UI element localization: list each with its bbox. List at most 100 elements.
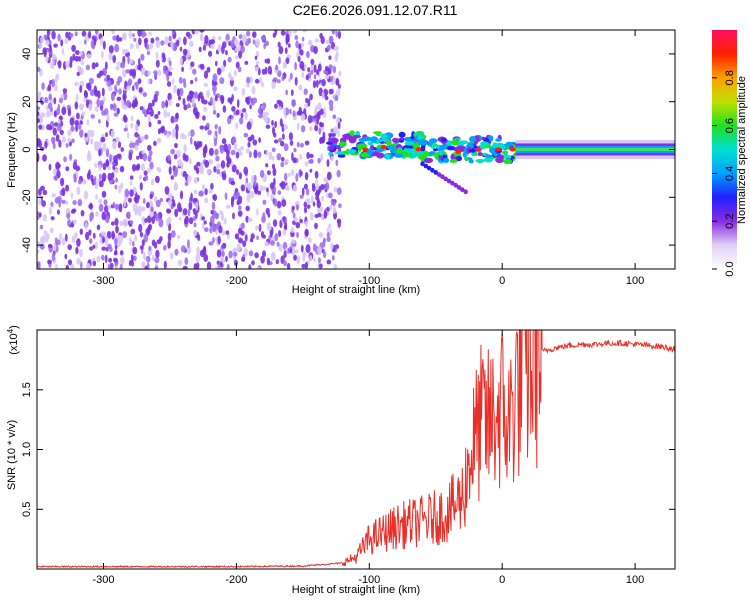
noise-blob (54, 263, 58, 269)
noise-blob (82, 178, 87, 185)
noise-blob (260, 255, 265, 264)
noise-blob (116, 34, 120, 43)
noise-blob (95, 62, 99, 68)
noise-blob (292, 116, 297, 121)
noise-blob (129, 58, 134, 64)
noise-blob (204, 35, 209, 44)
noise-blob (49, 227, 54, 234)
noise-blob (313, 46, 318, 54)
noise-blob (131, 164, 137, 172)
noise-blob (190, 192, 193, 202)
noise-blob (214, 95, 218, 102)
noise-blob (120, 61, 126, 69)
noise-blob (67, 129, 72, 136)
noise-blob (193, 263, 198, 269)
noise-blob (299, 219, 303, 224)
noise-blob (154, 114, 159, 119)
noise-blob (206, 90, 211, 98)
noise-blob (323, 210, 328, 219)
noise-blob (61, 47, 65, 56)
noise-blob (266, 187, 269, 193)
noise-blob (182, 265, 188, 269)
noise-blob (295, 40, 299, 49)
noise-blob (74, 50, 80, 55)
noise-blob (114, 238, 118, 246)
noise-blob (73, 176, 77, 183)
noise-blob (184, 181, 189, 187)
signal-blob (456, 145, 467, 151)
noise-blob (71, 235, 76, 243)
noise-blob (166, 111, 171, 118)
noise-blob (85, 222, 88, 231)
noise-blob (144, 175, 149, 181)
noise-blob (235, 151, 240, 159)
noise-blob (170, 175, 174, 180)
noise-blob (112, 103, 117, 112)
noise-blob (277, 41, 281, 48)
noise-blob (165, 99, 169, 108)
noise-blob (222, 105, 227, 113)
noise-blob (195, 111, 200, 120)
noise-blob (167, 216, 172, 224)
noise-blob (283, 143, 289, 152)
noise-blob (57, 118, 61, 125)
noise-blob (293, 254, 297, 261)
noise-blob (86, 129, 92, 138)
noise-blob (233, 142, 238, 151)
noise-blob (330, 155, 334, 161)
noise-blob (148, 223, 153, 231)
noise-blob (171, 78, 175, 85)
noise-blob (114, 44, 120, 53)
noise-blob (310, 58, 315, 65)
noise-blob (168, 71, 173, 76)
signal-blob (423, 157, 434, 164)
noise-blob (318, 232, 324, 238)
noise-blob (105, 215, 110, 223)
noise-blob (98, 198, 103, 204)
noise-blob (331, 254, 335, 261)
noise-blob (290, 89, 294, 97)
noise-blob (131, 103, 135, 108)
noise-blob (84, 132, 88, 138)
noise-blob (233, 70, 237, 77)
noise-blob (83, 91, 89, 99)
noise-blob (110, 129, 115, 139)
x-tick-label: 0 (499, 275, 505, 287)
noise-blob (37, 66, 41, 72)
noise-blob (202, 99, 208, 105)
noise-blob (54, 83, 58, 92)
noise-blob (235, 191, 240, 197)
noise-blob (318, 127, 322, 135)
noise-blob (266, 58, 271, 65)
noise-blob (305, 188, 310, 196)
signal-blob (357, 146, 362, 152)
noise-blob (129, 189, 134, 197)
noise-blob (337, 220, 341, 228)
noise-blob (44, 34, 48, 40)
noise-blob (318, 257, 321, 264)
noise-blob (46, 30, 50, 37)
noise-blob (42, 47, 47, 55)
noise-blob (216, 67, 222, 76)
signal-trail (436, 172, 442, 178)
noise-blob (192, 216, 196, 222)
noise-blob (224, 217, 227, 225)
noise-blob (134, 208, 139, 215)
noise-blob (49, 44, 52, 53)
noise-blob (127, 55, 130, 65)
noise-blob (281, 199, 287, 207)
noise-blob (297, 55, 301, 63)
signal-trail (456, 185, 462, 190)
noise-blob (42, 189, 48, 196)
noise-blob (291, 239, 296, 244)
noise-blob (146, 51, 150, 56)
noise-blob (326, 159, 330, 168)
noise-blob (242, 108, 247, 113)
noise-blob (321, 91, 325, 99)
noise-blob (88, 103, 92, 112)
noise-blob (303, 206, 308, 214)
noise-blob (61, 106, 67, 116)
snr-scale-label: (x104) (6, 325, 20, 355)
noise-blob (318, 263, 323, 269)
noise-blob (80, 210, 85, 217)
